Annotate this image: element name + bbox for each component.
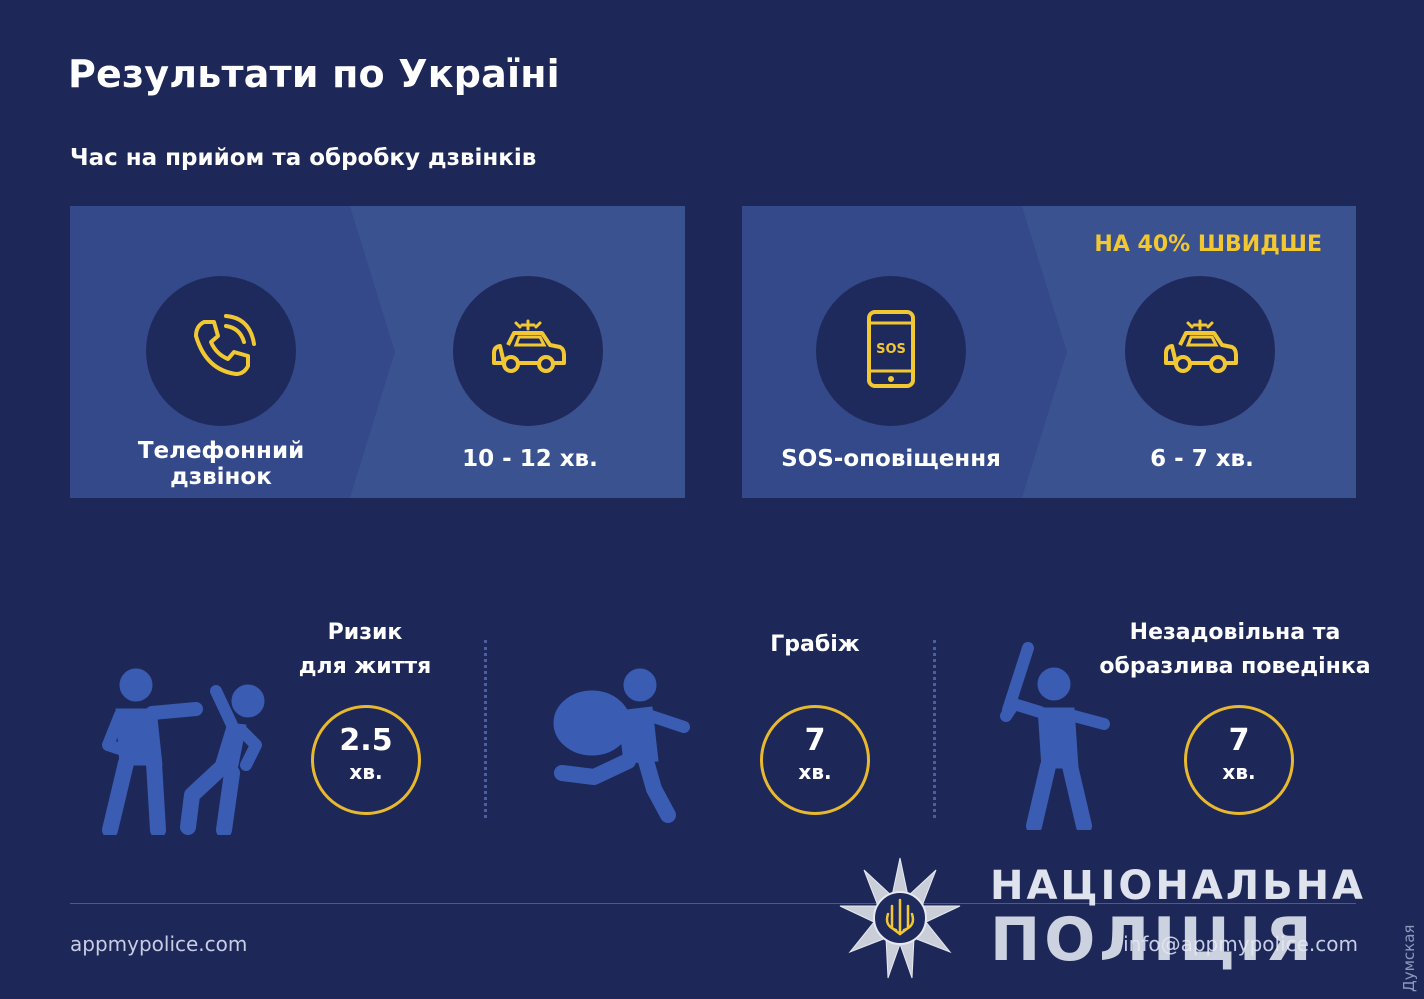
police-logo-text-line1: НАЦІОНАЛЬНА [990, 863, 1367, 909]
stat-label-line1: Грабіж [770, 632, 860, 657]
sos-label: SOS-оповіщення [781, 446, 1001, 472]
police-car-circle [1125, 276, 1275, 426]
fight-icon [96, 665, 271, 839]
phone-call-label-line1: Телефонний [137, 438, 305, 464]
stat-label-life-risk: Ризик для життя [280, 616, 450, 684]
robber-icon [548, 665, 693, 829]
bat-attacker-icon [994, 640, 1114, 834]
stat-ring-life-risk: 2.5 хв. [311, 705, 421, 815]
sos-circle: SOS [816, 276, 966, 426]
page-title: Результати по Україні [68, 52, 560, 96]
stat-value: 2.5 [339, 723, 393, 758]
sos-phone-icon: SOS [866, 309, 916, 393]
stat-label-line2: для життя [298, 654, 432, 679]
police-car-icon [490, 319, 566, 383]
faster-badge: НА 40% ШВИДШЕ [1094, 232, 1322, 257]
stat-label-abuse: Незадовільна та образлива поведінка [1085, 616, 1385, 684]
stat-unit: хв. [798, 760, 832, 784]
stat-label-line2: образлива поведінка [1099, 654, 1371, 679]
police-logo-text-line2: ПОЛІЦІЯ [990, 905, 1316, 975]
phone-response-time: 10 - 12 хв. [462, 446, 598, 472]
phone-call-panel: Телефонний дзвінок 10 - 12 хв. [70, 206, 685, 498]
sos-response-time: 6 - 7 хв. [1150, 446, 1254, 472]
svg-text:SOS: SOS [876, 342, 906, 357]
footer-website-link[interactable]: appmypolice.com [70, 932, 248, 956]
footer-divider [70, 903, 1356, 904]
phone-call-label-line2: дзвінок [170, 464, 272, 490]
police-car-circle [453, 276, 603, 426]
stat-ring-robbery: 7 хв. [760, 705, 870, 815]
phone-call-label: Телефонний дзвінок [110, 438, 332, 490]
stat-divider [933, 640, 936, 818]
stat-label-robbery: Грабіж [735, 628, 895, 662]
stat-value: 7 [1228, 723, 1250, 758]
stat-unit: хв. [349, 760, 383, 784]
police-car-icon [1162, 319, 1238, 383]
police-star-logo-icon [838, 856, 962, 984]
stat-value: 7 [804, 723, 826, 758]
footer-email-link[interactable]: info@appmypolice.com [1123, 932, 1358, 956]
source-watermark: Думская [1400, 924, 1418, 992]
stat-label-line1: Ризик [327, 620, 403, 645]
sos-panel: НА 40% ШВИДШЕ SOS SOS-оповіщення 6 - 7 х… [742, 206, 1356, 498]
stat-ring-abuse: 7 хв. [1184, 705, 1294, 815]
phone-icon [186, 314, 256, 388]
stat-label-line1: Незадовільна та [1129, 620, 1341, 645]
stat-unit: хв. [1222, 760, 1256, 784]
phone-circle [146, 276, 296, 426]
stat-divider [484, 640, 487, 818]
page-subtitle: Час на прийом та обробку дзвінків [70, 145, 537, 171]
